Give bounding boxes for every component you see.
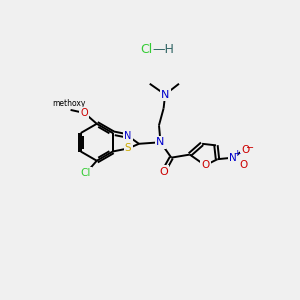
Text: −: − [246,143,254,153]
Text: N: N [161,89,169,100]
Text: N: N [229,153,237,163]
Text: O: O [201,160,209,170]
Text: —H: —H [152,44,174,56]
Text: O: O [241,145,249,155]
Text: N: N [156,137,165,147]
Text: Cl: Cl [81,168,91,178]
Text: methoxy: methoxy [52,99,86,108]
Text: O: O [81,108,88,118]
Text: +: + [233,148,241,158]
Text: Cl: Cl [140,44,152,56]
Text: O: O [159,167,168,176]
Text: N: N [124,131,132,141]
Text: S: S [125,143,131,153]
Text: O: O [239,160,248,170]
